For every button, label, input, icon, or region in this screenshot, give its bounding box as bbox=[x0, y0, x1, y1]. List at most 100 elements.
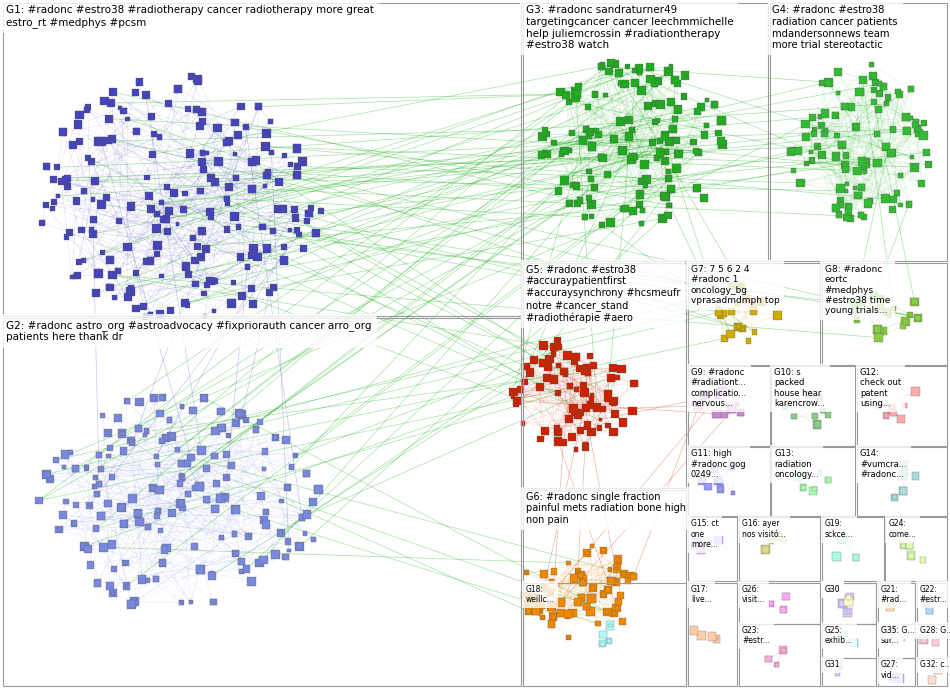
Bar bbox=[824, 78, 833, 87]
Bar bbox=[513, 396, 521, 405]
Bar bbox=[551, 568, 558, 574]
Bar bbox=[887, 314, 891, 318]
Bar bbox=[543, 429, 547, 433]
Bar bbox=[271, 550, 279, 559]
Bar bbox=[140, 577, 144, 582]
Bar bbox=[218, 497, 222, 500]
Bar bbox=[583, 442, 588, 447]
Bar bbox=[237, 253, 244, 261]
Bar bbox=[836, 212, 842, 218]
Bar bbox=[615, 606, 618, 610]
Bar bbox=[183, 460, 191, 467]
Bar bbox=[523, 363, 530, 370]
Bar bbox=[568, 609, 577, 617]
Bar bbox=[88, 504, 91, 507]
Bar bbox=[906, 551, 916, 560]
Bar bbox=[612, 429, 616, 434]
Bar bbox=[3, 318, 521, 686]
Text: G10: s
packed
house hear
karencrow...: G10: s packed house hear karencrow... bbox=[774, 368, 826, 408]
Bar bbox=[836, 671, 839, 674]
Bar bbox=[688, 447, 770, 516]
Bar bbox=[312, 230, 319, 237]
Bar bbox=[233, 175, 238, 181]
Bar bbox=[212, 178, 219, 186]
Bar bbox=[262, 130, 270, 137]
Bar bbox=[195, 76, 200, 82]
Bar bbox=[537, 605, 542, 610]
Bar bbox=[818, 471, 823, 475]
Bar bbox=[632, 68, 637, 74]
Bar bbox=[884, 94, 891, 100]
Bar bbox=[894, 191, 900, 196]
Bar bbox=[211, 505, 218, 513]
Bar bbox=[843, 152, 849, 159]
Bar bbox=[923, 149, 930, 155]
Bar bbox=[572, 353, 580, 361]
Bar bbox=[874, 131, 880, 137]
Bar bbox=[261, 517, 267, 523]
Bar bbox=[805, 161, 809, 166]
Bar bbox=[585, 127, 589, 130]
Bar bbox=[625, 132, 633, 141]
Bar bbox=[538, 132, 547, 141]
Bar bbox=[787, 148, 794, 155]
Bar bbox=[730, 466, 733, 470]
Bar bbox=[538, 152, 544, 158]
Bar bbox=[195, 244, 200, 249]
Bar bbox=[843, 166, 849, 173]
Bar bbox=[294, 228, 299, 233]
Bar bbox=[107, 540, 116, 549]
Bar bbox=[881, 330, 884, 333]
Bar bbox=[294, 208, 296, 211]
Bar bbox=[771, 447, 855, 516]
Bar bbox=[243, 125, 248, 130]
Bar bbox=[587, 401, 595, 409]
Bar bbox=[655, 118, 660, 123]
Bar bbox=[203, 497, 210, 503]
Bar bbox=[599, 546, 607, 554]
Bar bbox=[117, 219, 122, 224]
Bar bbox=[147, 195, 151, 197]
Bar bbox=[539, 359, 546, 367]
Bar bbox=[625, 116, 633, 124]
Bar bbox=[853, 186, 857, 190]
Bar bbox=[821, 109, 829, 118]
Bar bbox=[632, 68, 637, 74]
Bar bbox=[838, 632, 844, 638]
Bar bbox=[286, 539, 290, 544]
Bar bbox=[721, 143, 725, 147]
Bar bbox=[559, 90, 562, 94]
Bar bbox=[690, 139, 696, 145]
Bar bbox=[834, 67, 842, 76]
Bar bbox=[843, 166, 848, 172]
Bar bbox=[838, 665, 842, 668]
Bar bbox=[769, 539, 772, 544]
Bar bbox=[248, 185, 256, 193]
Bar bbox=[739, 325, 747, 332]
Bar bbox=[917, 658, 947, 686]
Bar bbox=[895, 89, 901, 94]
Bar bbox=[67, 231, 70, 234]
Bar bbox=[853, 555, 860, 561]
Bar bbox=[117, 218, 123, 224]
Bar bbox=[524, 608, 533, 615]
Bar bbox=[873, 325, 882, 334]
Bar bbox=[651, 80, 658, 87]
Bar bbox=[285, 538, 291, 545]
Bar bbox=[523, 600, 530, 607]
Bar bbox=[632, 154, 637, 160]
Bar bbox=[181, 262, 190, 271]
Bar bbox=[101, 250, 104, 254]
Bar bbox=[583, 406, 588, 410]
Bar bbox=[270, 228, 275, 234]
Bar bbox=[870, 73, 876, 78]
Text: G16: ayer
nos visitó...: G16: ayer nos visitó... bbox=[742, 519, 786, 539]
Bar bbox=[565, 416, 573, 423]
Bar bbox=[76, 138, 84, 144]
Bar bbox=[94, 269, 103, 278]
Bar bbox=[600, 407, 605, 412]
Bar bbox=[662, 132, 668, 138]
Bar bbox=[556, 189, 561, 194]
Bar bbox=[900, 418, 902, 420]
Bar bbox=[867, 199, 872, 204]
